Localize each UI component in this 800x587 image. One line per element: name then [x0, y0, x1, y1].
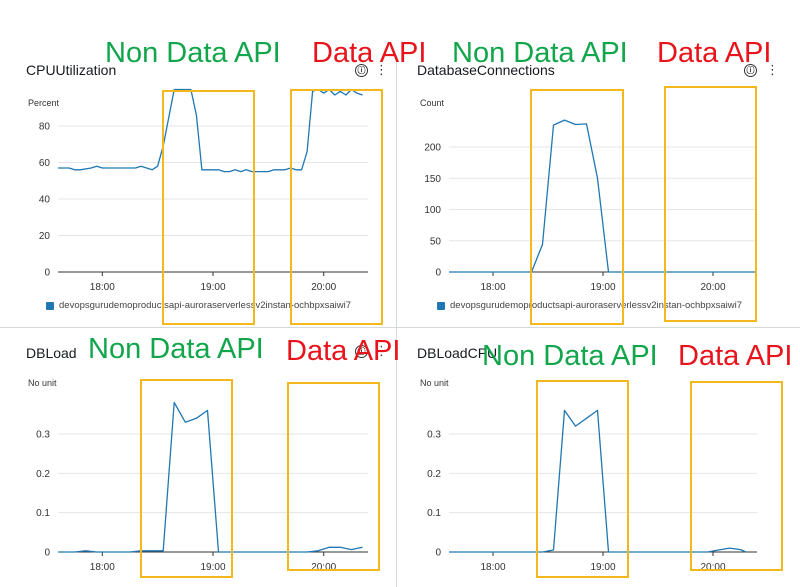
panel-divider-vertical — [396, 55, 397, 587]
info-icon[interactable]: ⓘ — [744, 64, 757, 77]
y-tick-label: 50 — [430, 236, 442, 247]
y-tick-label: 100 — [424, 205, 441, 216]
x-tick-label: 19:00 — [200, 282, 225, 293]
non-data-api-annotation: Non Data API — [482, 340, 658, 372]
database-connections-title: DatabaseConnections — [417, 62, 555, 78]
series-line — [449, 409, 747, 553]
info-icon[interactable]: ⓘ — [355, 64, 368, 77]
non-data-api-highlight-box — [530, 89, 624, 325]
data-api-highlight-box — [287, 382, 380, 571]
y-tick-label: 0 — [435, 268, 441, 279]
y-tick-label: 0.3 — [427, 430, 441, 441]
y-tick-label: 40 — [39, 195, 51, 206]
non-data-api-highlight-box — [536, 380, 629, 578]
x-tick-label: 18:00 — [90, 282, 115, 293]
y-tick-label: 0 — [44, 548, 50, 559]
data-api-highlight-box — [290, 89, 383, 325]
cpu-utilization-legend[interactable]: devopsgurudemoproductsapi-auroraserverle… — [46, 300, 351, 311]
y-tick-label: 0 — [44, 268, 50, 279]
info-icon[interactable]: ⓘ — [355, 345, 368, 358]
panel-divider-horizontal — [0, 327, 800, 328]
dbload-cpu-title: DBLoadCPU — [417, 345, 498, 361]
legend-label: devopsgurudemoproductsapi-auroraserverle… — [59, 300, 352, 311]
y-tick-label: 20 — [39, 231, 51, 242]
more-options-icon[interactable]: ⋮ — [375, 344, 388, 359]
non-data-api-highlight-box — [140, 379, 233, 578]
data-api-annotation: Data API — [286, 335, 401, 367]
series-line — [449, 119, 757, 273]
y-tick-label: 80 — [39, 122, 51, 133]
x-tick-label: 18:00 — [480, 562, 505, 573]
cpu-utilization-panel — [0, 55, 392, 325]
more-options-icon[interactable]: ⋮ — [375, 63, 388, 78]
dbload-unit: No unit — [28, 378, 57, 388]
x-tick-label: 18:00 — [90, 562, 115, 573]
x-tick-label: 18:00 — [480, 282, 505, 293]
data-api-highlight-box — [690, 381, 783, 571]
non-data-api-annotation: Non Data API — [88, 333, 264, 365]
y-tick-label: 0.2 — [36, 469, 50, 480]
y-tick-label: 0.3 — [36, 430, 50, 441]
legend-swatch — [46, 301, 54, 310]
y-tick-label: 150 — [424, 174, 441, 185]
database-connections-legend[interactable]: devopsgurudemoproductsapi-auroraserverle… — [437, 300, 742, 311]
dbload-panel — [0, 330, 392, 587]
y-tick-label: 200 — [424, 143, 441, 154]
x-tick-label: 19:00 — [200, 562, 225, 573]
data-api-highlight-box — [664, 86, 757, 322]
data-api-annotation: Data API — [312, 37, 427, 69]
more-options-icon[interactable]: ⋮ — [766, 63, 779, 78]
x-tick-label: 20:00 — [700, 562, 725, 573]
x-tick-label: 20:00 — [311, 282, 336, 293]
x-tick-label: 19:00 — [590, 282, 615, 293]
x-tick-label: 19:00 — [590, 562, 615, 573]
data-api-annotation: Data API — [678, 340, 793, 372]
y-tick-label: 60 — [39, 158, 51, 169]
cpu-utilization-title: CPUUtilization — [26, 62, 117, 78]
dbload-cpu-panel — [405, 330, 800, 587]
y-tick-label: 0.2 — [427, 469, 441, 480]
y-tick-label: 0.1 — [36, 508, 50, 519]
x-tick-label: 20:00 — [311, 562, 336, 573]
y-tick-label: 0.1 — [427, 508, 441, 519]
database-connections-unit: Count — [420, 98, 445, 108]
data-api-annotation: Data API — [657, 37, 772, 69]
non-data-api-highlight-box — [162, 90, 255, 325]
legend-swatch — [437, 301, 445, 310]
dbload-cpu-unit: No unit — [420, 378, 449, 388]
non-data-api-annotation: Non Data API — [105, 37, 281, 69]
non-data-api-annotation: Non Data API — [452, 37, 628, 69]
dbload-title: DBLoad — [26, 345, 77, 361]
legend-label: devopsgurudemoproductsapi-auroraserverle… — [450, 300, 743, 311]
database-connections-panel — [405, 55, 800, 325]
x-tick-label: 20:00 — [700, 282, 725, 293]
cpu-utilization-unit: Percent — [28, 98, 60, 108]
y-tick-label: 0 — [435, 548, 441, 559]
series-line — [58, 401, 363, 553]
